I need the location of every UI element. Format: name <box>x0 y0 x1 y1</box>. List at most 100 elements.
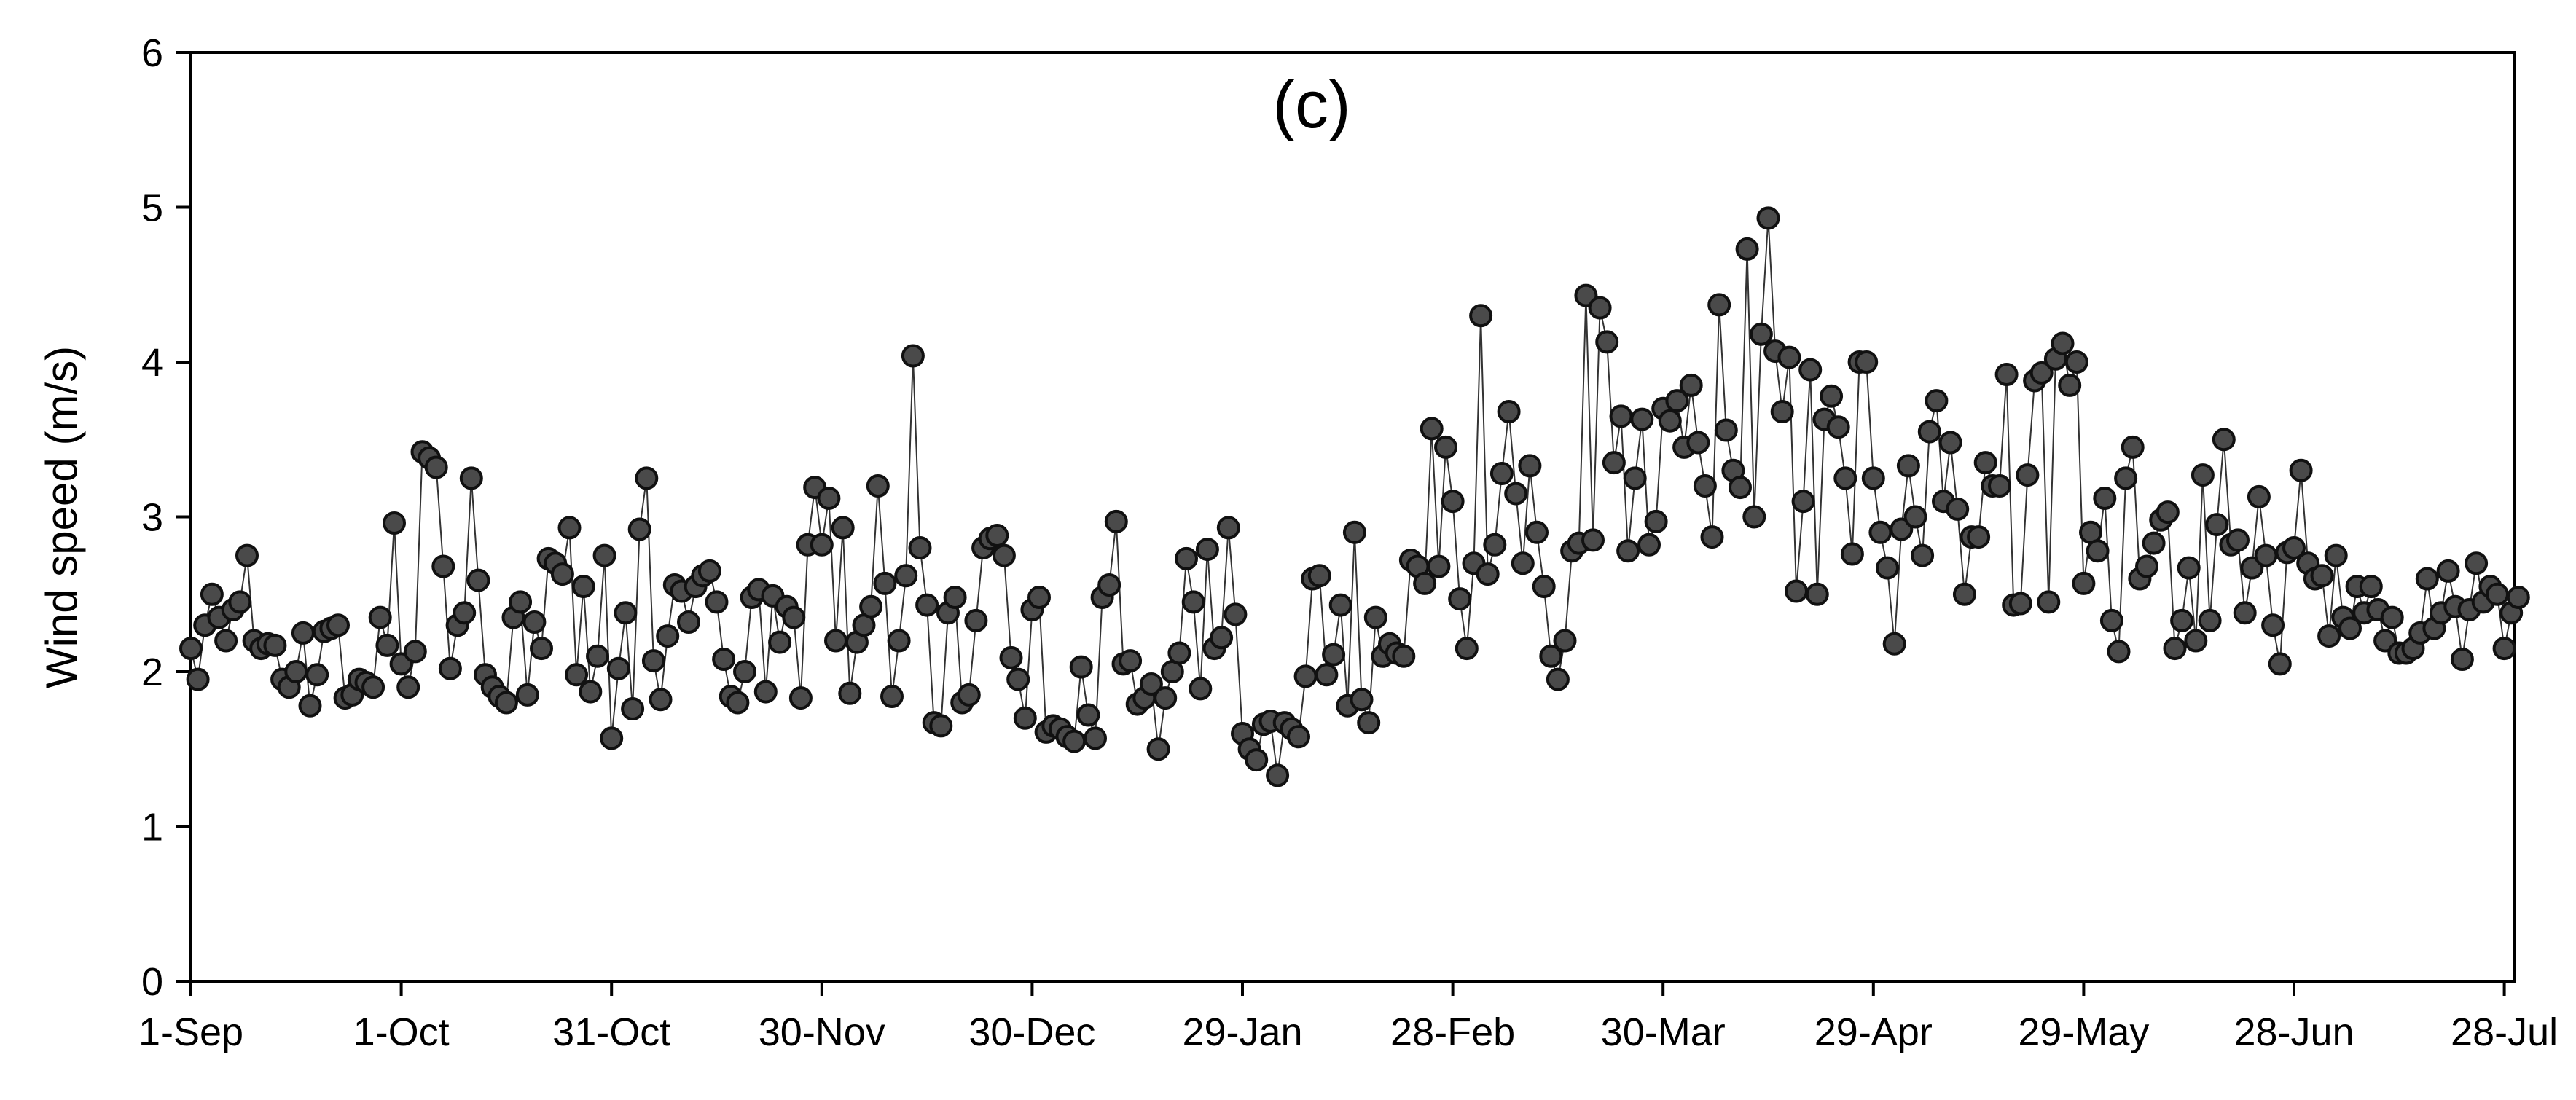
data-point <box>2233 601 2257 625</box>
data-point <box>1469 304 1493 328</box>
data-point <box>2486 582 2509 606</box>
data-point <box>2121 435 2145 459</box>
data-point <box>1729 476 1752 500</box>
data-point <box>600 726 624 750</box>
y-tick-label: 3 <box>141 496 163 540</box>
x-tick-label: 30-Mar <box>1601 1010 1726 1054</box>
data-point <box>586 644 609 668</box>
data-point <box>1167 641 1191 665</box>
data-point <box>1791 490 1815 514</box>
data-point <box>1195 538 1219 562</box>
data-point <box>1483 533 1507 557</box>
data-point <box>438 656 462 680</box>
data-point <box>186 667 210 691</box>
data-point <box>1925 389 1949 413</box>
y-tick-label: 5 <box>141 186 163 230</box>
data-point <box>677 610 700 634</box>
data-point <box>453 601 477 625</box>
x-tick-label: 28-Jul <box>2451 1010 2558 1054</box>
data-point <box>1952 582 1976 606</box>
data-point <box>2016 463 2040 487</box>
data-point <box>831 516 855 540</box>
data-point <box>635 466 659 490</box>
data-point <box>1328 593 1352 617</box>
data-point <box>1181 590 1205 614</box>
data-point <box>368 605 392 629</box>
data-point <box>1104 509 1128 533</box>
data-point <box>1967 525 1991 549</box>
data-point <box>1448 587 1472 611</box>
data-point <box>915 593 939 617</box>
data-point <box>1139 672 1163 696</box>
data-point <box>2163 637 2187 661</box>
data-point <box>894 564 918 588</box>
data-point <box>1315 663 1339 687</box>
data-point <box>396 675 420 699</box>
data-point <box>1511 551 1535 575</box>
data-point <box>2324 543 2348 567</box>
data-point <box>901 344 925 368</box>
data-point <box>1076 703 1100 727</box>
data-point <box>579 680 603 704</box>
data-point <box>1833 466 1857 490</box>
y-axis-title: Wind speed (m/s) <box>37 346 86 688</box>
x-tick-label: 30-Dec <box>968 1010 1095 1054</box>
data-point <box>383 511 406 535</box>
data-point <box>1154 686 1178 710</box>
data-point <box>1644 509 1668 533</box>
data-point <box>627 517 651 541</box>
data-point <box>592 543 616 567</box>
data-point <box>2198 608 2222 632</box>
data-point <box>880 685 904 708</box>
data-point <box>1489 462 1514 485</box>
data-point <box>466 568 490 592</box>
data-point <box>522 610 547 634</box>
data-point <box>1013 706 1037 730</box>
data-point <box>1700 525 1724 549</box>
data-point <box>571 575 595 599</box>
data-point <box>2093 487 2117 510</box>
x-tick-label: 28-Feb <box>1390 1010 1515 1054</box>
data-point <box>2177 556 2201 580</box>
data-point <box>1224 602 1248 626</box>
data-point <box>1287 725 1310 749</box>
data-point <box>1882 632 1906 656</box>
data-point <box>1946 497 1970 521</box>
data-point <box>2051 331 2075 355</box>
data-point <box>459 466 483 490</box>
data-point <box>649 688 673 712</box>
data-point <box>557 516 582 540</box>
y-tick-label: 4 <box>141 341 163 385</box>
data-point <box>1476 562 1500 586</box>
data-point <box>1497 400 1521 423</box>
data-point <box>214 629 238 653</box>
data-point <box>2380 605 2404 629</box>
data-point <box>810 533 834 557</box>
data-point <box>1245 748 1269 772</box>
data-point <box>2261 613 2285 637</box>
data-point <box>1581 528 1605 552</box>
data-point <box>733 660 756 683</box>
data-point <box>1307 564 1331 588</box>
data-markers <box>179 206 2530 787</box>
data-point <box>788 686 813 710</box>
data-point <box>2506 586 2530 609</box>
data-point <box>614 601 638 625</box>
data-point <box>375 633 399 657</box>
data-point <box>509 590 533 614</box>
x-tick-label: 30-Nov <box>759 1010 885 1054</box>
data-point <box>1896 454 1920 478</box>
data-point <box>1798 358 1823 382</box>
x-tick-label: 29-Apr <box>1814 1010 1933 1054</box>
data-point <box>1868 520 1892 544</box>
data-point <box>621 697 645 720</box>
data-point <box>1027 586 1051 609</box>
data-point <box>838 681 862 705</box>
data-point <box>866 474 890 498</box>
data-point <box>2465 551 2489 575</box>
data-point <box>1069 655 1093 679</box>
data-point <box>712 648 736 671</box>
data-point <box>2436 559 2460 583</box>
data-point <box>2212 428 2236 452</box>
